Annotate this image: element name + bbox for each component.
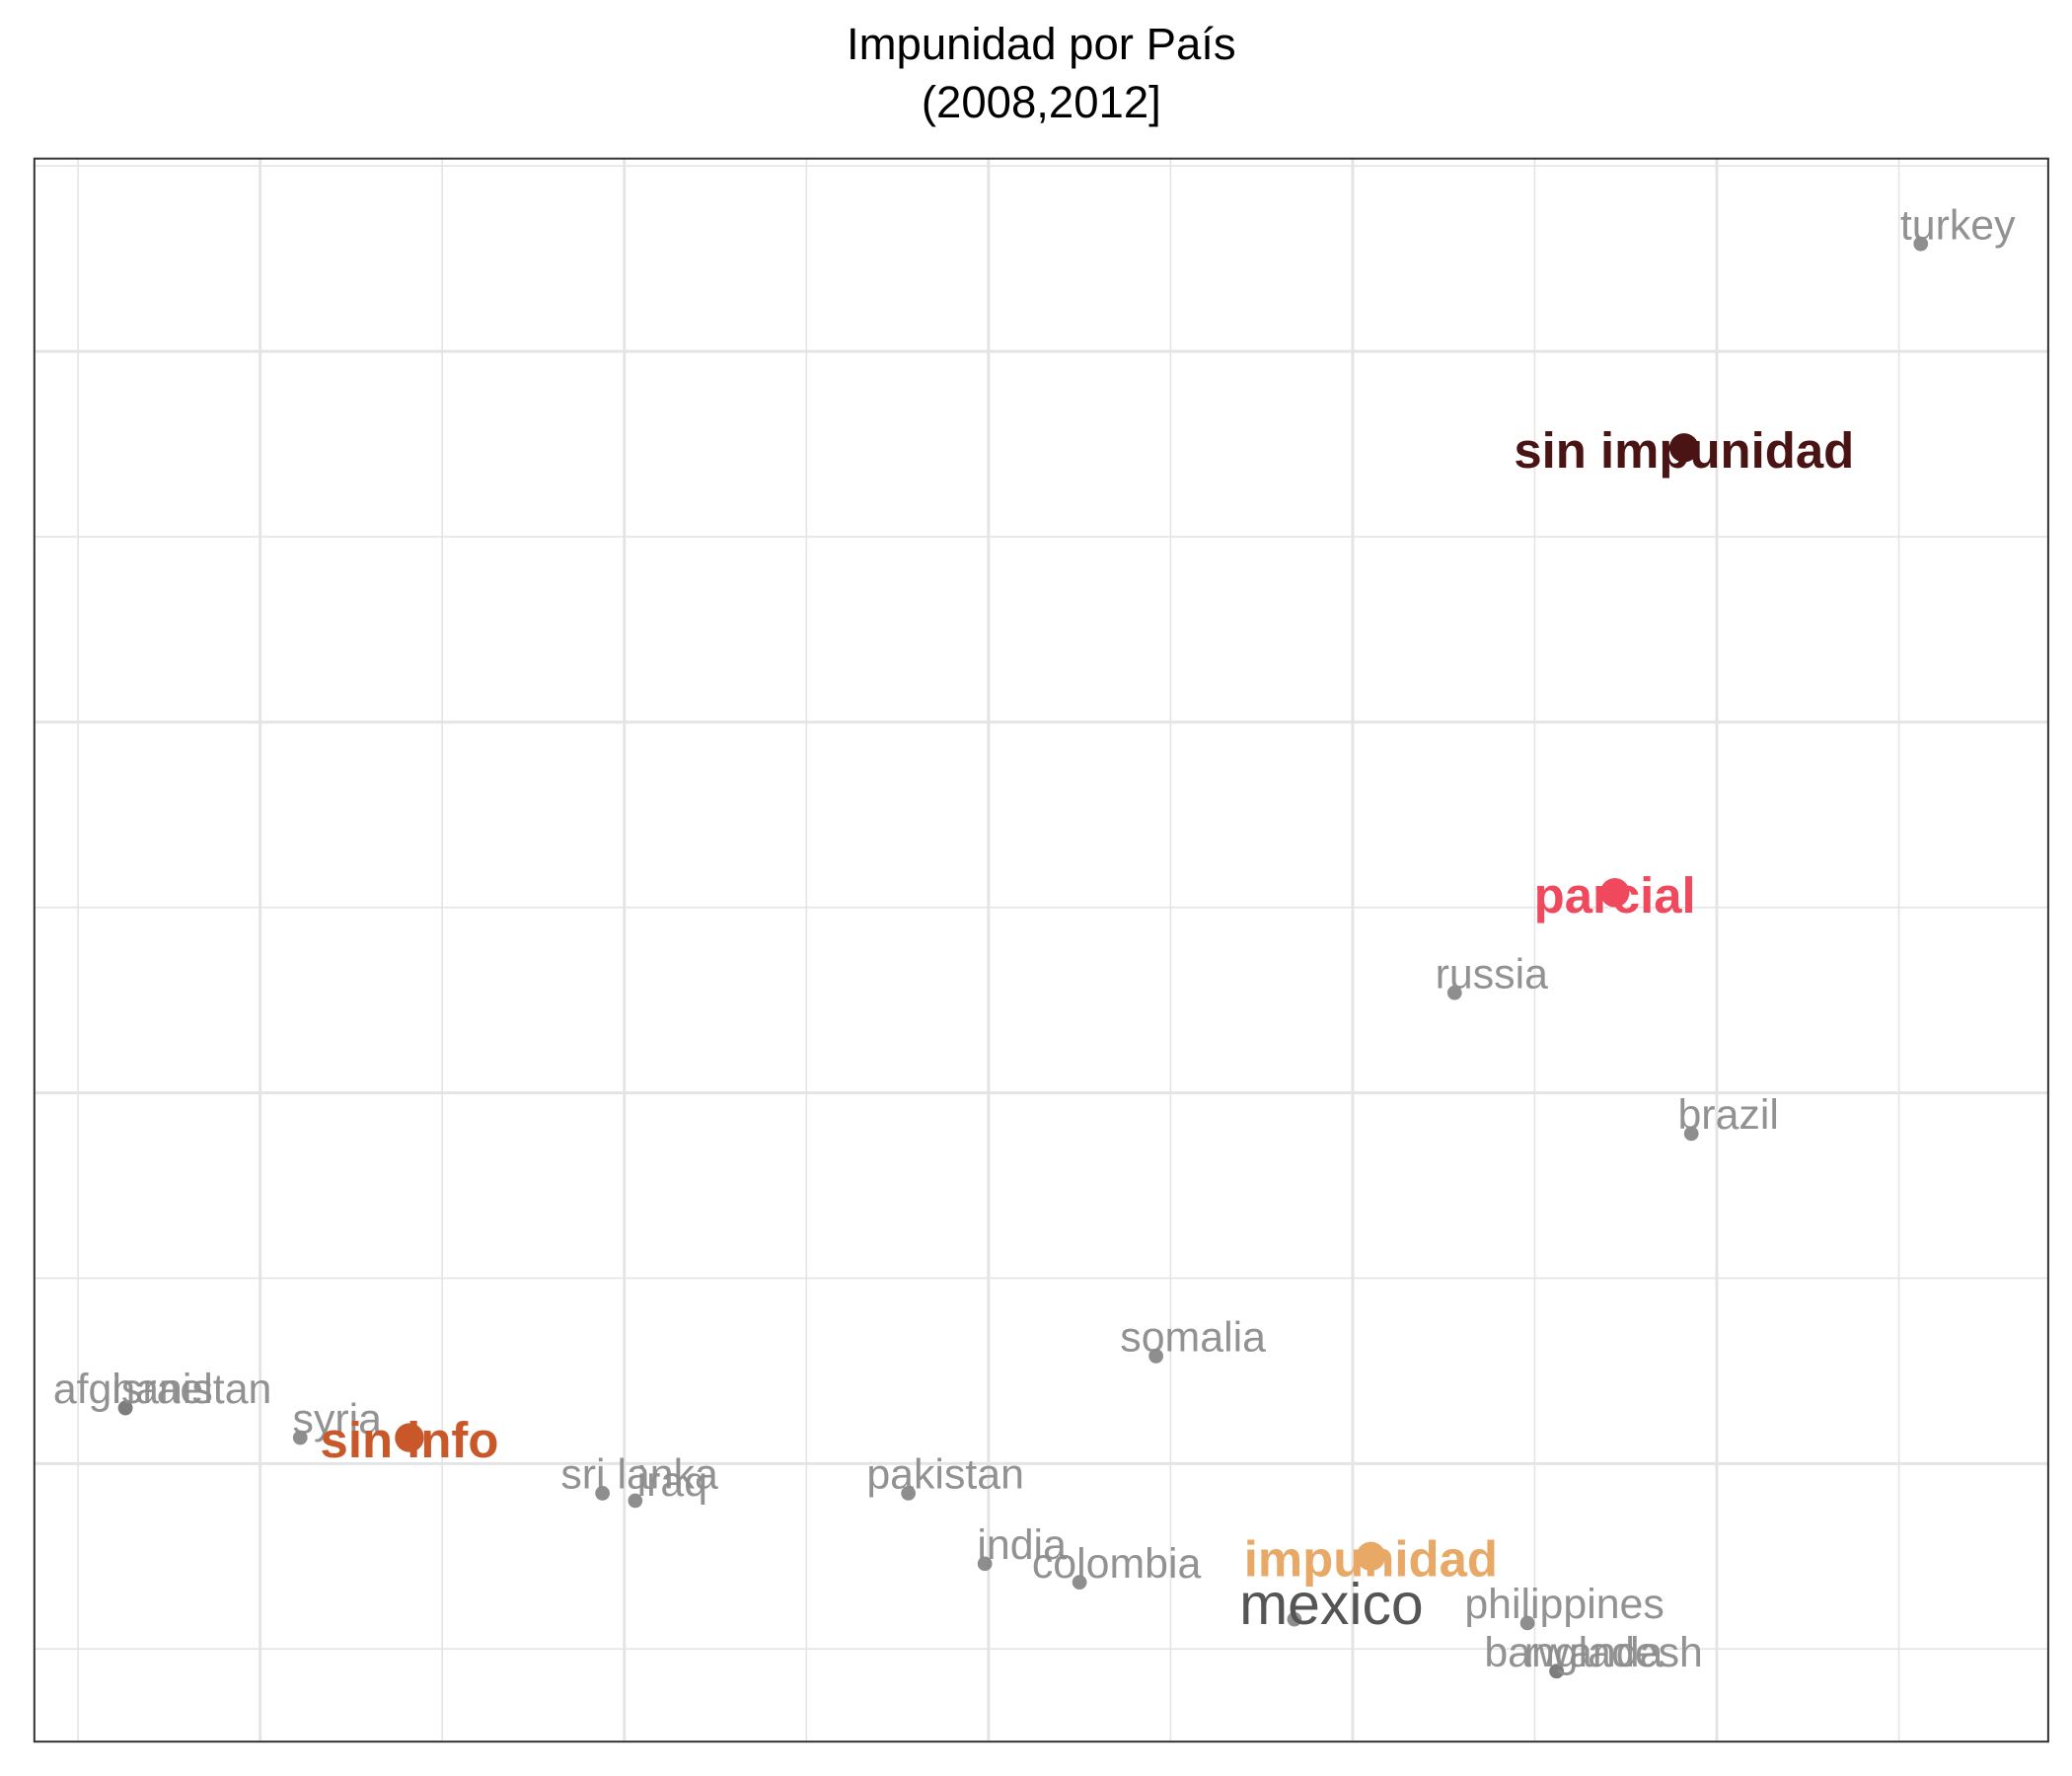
point-label: turkey	[1900, 201, 2016, 249]
point-label: afghanistan	[53, 1366, 272, 1413]
point-label: israel	[111, 1366, 212, 1413]
grid	[34, 158, 2048, 1742]
chart-subtitle: (2008,2012]	[922, 77, 1161, 127]
point	[1519, 1615, 1535, 1631]
group-label: impunidad	[1244, 1530, 1498, 1587]
point-label: brazil	[1677, 1091, 1778, 1139]
group-point	[1599, 877, 1630, 908]
panel-border	[33, 157, 2049, 1743]
point	[628, 1493, 643, 1509]
point	[901, 1486, 917, 1501]
point-label: philippines	[1464, 1581, 1664, 1628]
point	[117, 1400, 133, 1416]
group-point	[1356, 1541, 1386, 1572]
point	[977, 1556, 993, 1572]
point	[595, 1486, 610, 1501]
point-label: syria	[293, 1395, 383, 1443]
chart-title: Impunidad por País	[847, 19, 1236, 69]
point	[1683, 1126, 1699, 1142]
point	[1549, 1664, 1564, 1679]
point-label: india	[977, 1521, 1067, 1569]
point-label: russia	[1436, 950, 1548, 998]
point-label: bangladesh	[1484, 1629, 1703, 1676]
group-label: parcial	[1534, 867, 1696, 924]
point-label: mexico	[1239, 1573, 1424, 1637]
point-label: rwanda	[1524, 1629, 1664, 1676]
point-label: sri lanka	[560, 1451, 718, 1499]
point	[1913, 236, 1929, 252]
group-label: sin impunidad	[1514, 422, 1854, 479]
point-label: iraq	[637, 1458, 707, 1506]
group-point	[1669, 433, 1699, 463]
point	[1148, 1349, 1163, 1364]
point	[1072, 1575, 1087, 1590]
point-label: colombia	[1032, 1540, 1202, 1588]
marks: turkey russia brazil somalia afghanistanisra…	[53, 201, 2016, 1679]
point	[292, 1430, 308, 1445]
point-label: pakistan	[866, 1451, 1024, 1499]
point	[1287, 1611, 1302, 1627]
group-point	[395, 1423, 424, 1452]
point	[1446, 985, 1462, 1000]
point-label: somalia	[1120, 1314, 1266, 1362]
group-label: sin info	[321, 1412, 499, 1468]
